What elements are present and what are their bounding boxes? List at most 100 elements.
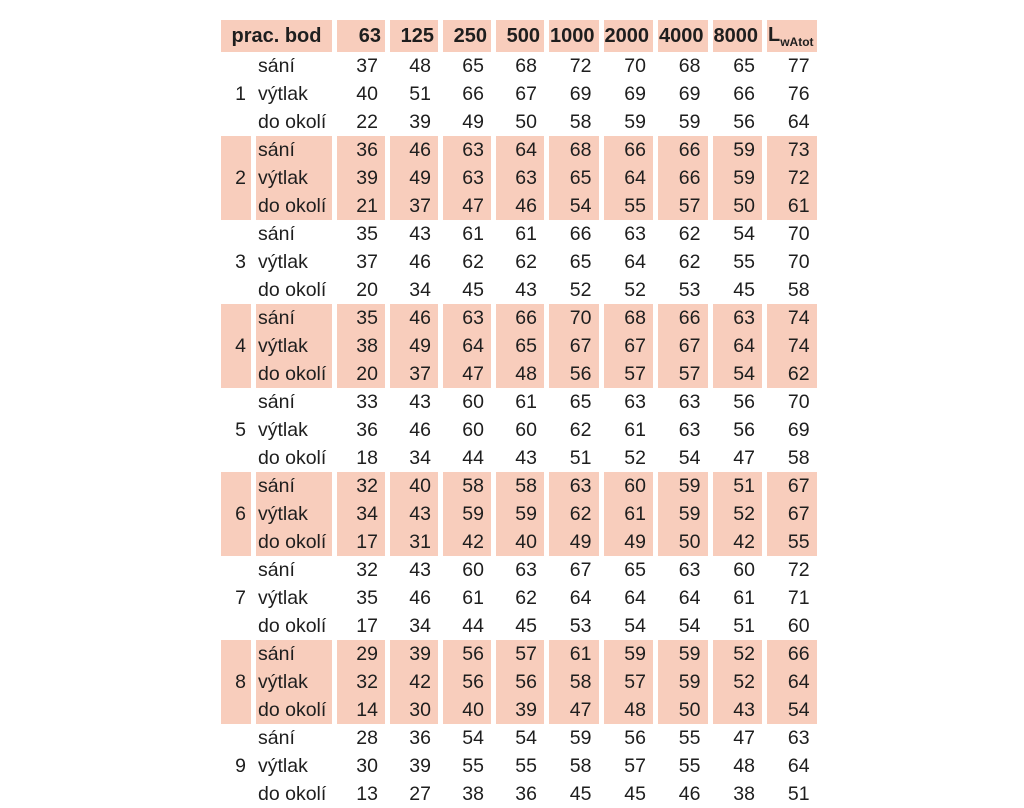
cell-value: 52 <box>712 640 762 668</box>
group-7-row-do-okoli: do okolí 17 34 44 45 53 54 54 51 60 <box>221 612 817 640</box>
cell-value: 57 <box>658 192 708 220</box>
cell-group-number: 4 <box>221 304 251 388</box>
cell-value: 40 <box>496 528 544 556</box>
cell-value: 63 <box>549 472 599 500</box>
cell-value: 66 <box>496 304 544 332</box>
cell-value: 64 <box>678 586 701 609</box>
cell-value: 55 <box>733 250 755 273</box>
cell-value: 59 <box>603 640 653 668</box>
cell-group-number: 9 <box>235 754 246 777</box>
cell-value: 42 <box>712 528 762 556</box>
cell-value: 49 <box>390 332 438 360</box>
cell-value: 59 <box>712 164 762 192</box>
cell-value: 63 <box>787 726 810 749</box>
cell-value: 64 <box>624 250 646 273</box>
cell-value: 59 <box>496 500 544 528</box>
cell-value: 34 <box>409 614 431 637</box>
cell-value: 52 <box>569 278 592 301</box>
cell-value: 46 <box>390 136 438 164</box>
group-2-row-sani: 2 sání 36 46 63 64 68 66 66 59 73 <box>221 136 817 220</box>
group-8-row-do-okoli: do okolí 14 30 40 39 47 48 50 43 54 <box>221 696 817 724</box>
cell-value: 20 <box>337 360 385 388</box>
cell-value: 32 <box>337 668 385 696</box>
cell-value: 51 <box>712 472 762 500</box>
cell-value: 64 <box>787 110 810 133</box>
cell-value: 67 <box>569 558 592 581</box>
group-5-row-sani: 5 sání 33 43 60 61 65 63 63 56 70 <box>221 388 817 441</box>
header-row: prac. bod 63 125 250 500 1000 2000 4000 8000 LwAt… <box>221 20 817 52</box>
header-freq-1000: 1000 <box>549 20 599 52</box>
cell-value: 54 <box>624 614 646 637</box>
header-lwatot: LwAtot <box>767 20 817 52</box>
cell-value: 47 <box>443 192 491 220</box>
cell-value: 42 <box>390 668 438 696</box>
cell-value: 54 <box>678 614 701 637</box>
cell-value: 63 <box>678 418 701 441</box>
cell-row-label: výtlak <box>258 586 308 609</box>
cell-value: 13 <box>356 782 378 805</box>
cell-value: 55 <box>678 726 701 749</box>
cell-value: 54 <box>549 192 599 220</box>
cell-value: 52 <box>712 500 762 528</box>
cell-group-number: 2 <box>221 136 251 220</box>
cell-value: 43 <box>409 558 431 581</box>
cell-value: 45 <box>515 614 537 637</box>
cell-value: 18 <box>356 446 378 469</box>
group-9-row-do-okoli: do okolí 13 27 38 36 45 45 46 38 51 <box>221 780 817 808</box>
cell-value: 40 <box>443 696 491 724</box>
cell-value: 62 <box>678 250 701 273</box>
cell-value: 59 <box>658 472 708 500</box>
cell-value: 34 <box>409 446 431 469</box>
cell-value: 67 <box>767 472 817 500</box>
cell-value: 56 <box>624 726 646 749</box>
cell-value: 65 <box>733 54 755 77</box>
cell-value: 62 <box>515 250 537 273</box>
cell-value: 61 <box>549 640 599 668</box>
cell-value: 35 <box>356 222 378 245</box>
cell-value: 45 <box>462 278 484 301</box>
cell-group-number: 7 <box>235 586 246 609</box>
cell-row-label: do okolí <box>256 696 332 724</box>
cell-value: 17 <box>356 614 378 637</box>
cell-value: 49 <box>462 110 484 133</box>
cell-value: 60 <box>462 418 484 441</box>
cell-value: 70 <box>549 304 599 332</box>
cell-value: 59 <box>678 110 701 133</box>
cell-value: 39 <box>390 640 438 668</box>
cell-value: 47 <box>443 360 491 388</box>
cell-value: 59 <box>624 110 646 133</box>
cell-value: 72 <box>569 54 592 77</box>
cell-value: 29 <box>337 640 385 668</box>
cell-value: 57 <box>658 360 708 388</box>
group-9-row-vytlak: výtlak 30 39 55 55 58 57 55 48 64 <box>221 752 817 780</box>
cell-value: 63 <box>712 304 762 332</box>
cell-value: 47 <box>733 446 755 469</box>
cell-value: 14 <box>337 696 385 724</box>
group-6-row-do-okoli: do okolí 17 31 42 40 49 49 50 42 55 <box>221 528 817 556</box>
group-3-row-do-okoli: do okolí 20 34 45 43 52 52 53 45 58 <box>221 276 817 304</box>
header-freq-250: 250 <box>443 20 491 52</box>
cell-value: 59 <box>569 726 592 749</box>
cell-value: 43 <box>390 500 438 528</box>
cell-value: 73 <box>767 136 817 164</box>
cell-value: 52 <box>624 278 646 301</box>
cell-value: 43 <box>409 390 431 413</box>
group-7-row-vytlak: výtlak 35 46 61 62 64 64 64 61 71 <box>221 584 817 612</box>
cell-value: 56 <box>733 418 755 441</box>
cell-value: 61 <box>515 390 537 413</box>
cell-value: 57 <box>624 754 646 777</box>
cell-value: 62 <box>462 250 484 273</box>
cell-value: 60 <box>462 390 484 413</box>
cell-value: 61 <box>624 418 646 441</box>
cell-value: 59 <box>658 500 708 528</box>
group-1-row-vytlak: výtlak 40 51 66 67 69 69 69 66 76 <box>221 80 817 108</box>
cell-value: 61 <box>462 222 484 245</box>
cell-value: 61 <box>603 500 653 528</box>
cell-value: 45 <box>733 278 755 301</box>
cell-value: 72 <box>767 164 817 192</box>
cell-value: 43 <box>712 696 762 724</box>
cell-value: 46 <box>409 586 431 609</box>
cell-value: 32 <box>356 558 378 581</box>
lwatot-subscript: wAtot <box>780 34 814 49</box>
cell-value: 69 <box>624 82 646 105</box>
